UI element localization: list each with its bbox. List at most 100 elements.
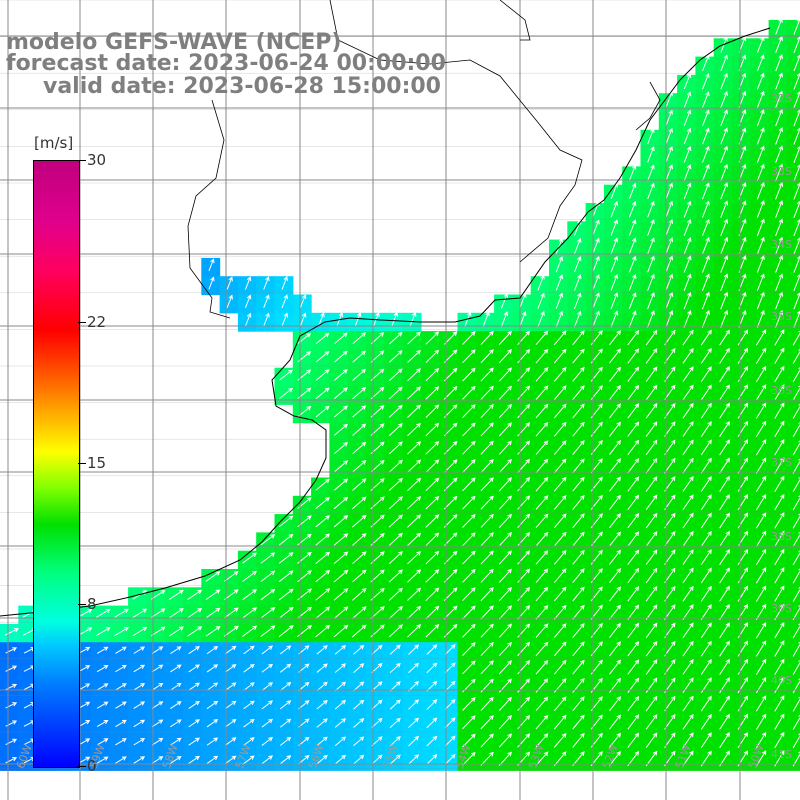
wind-arrow [498, 422, 512, 437]
wind-arrow [408, 699, 420, 710]
border-line [187, 0, 661, 319]
wind-arrow [480, 751, 494, 766]
wind-arrow [462, 587, 476, 602]
wind-arrow [682, 384, 694, 401]
wind-arrow [645, 457, 658, 474]
colorbar-unit: [m/s] [34, 134, 74, 152]
wind-arrow [720, 145, 728, 163]
wind-arrow [498, 641, 512, 657]
wind-arrow [425, 477, 440, 492]
wind-arrow [5, 683, 18, 691]
wind-arrow [535, 403, 549, 419]
wind-arrow [388, 368, 403, 382]
wind-arrow [444, 735, 456, 747]
wind-arrow [609, 439, 621, 456]
wind-arrow [263, 276, 270, 290]
wind-arrow [645, 421, 658, 437]
wind-arrow [96, 738, 109, 746]
wind-arrow [627, 732, 640, 748]
wind-arrow [572, 476, 585, 492]
wind-arrow [627, 403, 640, 419]
wind-arrow [719, 512, 730, 529]
wind-arrow [225, 645, 237, 655]
wind-arrow [755, 347, 767, 364]
wind-arrow [407, 569, 422, 583]
wind-arrow [168, 608, 184, 619]
wind-arrow [702, 182, 710, 200]
wind-arrow [133, 719, 146, 728]
wind-arrow [665, 182, 674, 200]
wind-arrow [682, 567, 694, 584]
wind-arrow [462, 715, 476, 730]
wind-arrow [700, 732, 712, 749]
wind-arrow [774, 438, 785, 456]
wind-arrow [756, 200, 765, 218]
wind-arrow [592, 237, 600, 255]
wind-arrow [498, 623, 512, 638]
wind-arrow [389, 681, 401, 692]
wind-arrow [682, 585, 694, 602]
wind-arrow [683, 200, 692, 218]
wind-arrow [260, 552, 276, 564]
wind-speed-cell [786, 642, 800, 662]
wind-arrow [553, 568, 567, 583]
wind-arrow [628, 164, 637, 181]
wind-arrow [719, 640, 730, 657]
wind-arrow [279, 755, 292, 765]
wind-arrow [645, 732, 658, 748]
wind-arrow [187, 589, 203, 600]
wind-arrow [553, 476, 567, 492]
wind-arrow [208, 258, 215, 272]
wind-arrow [647, 146, 655, 163]
wind-arrow [480, 404, 494, 419]
wind-arrow [682, 713, 694, 730]
wind-arrow [627, 549, 640, 565]
wind-arrow [407, 605, 422, 620]
wind-arrow [774, 384, 785, 401]
wind-arrow [610, 273, 619, 291]
wind-arrow [719, 366, 730, 383]
wind-arrow [115, 664, 127, 673]
wind-arrow [206, 664, 219, 673]
wind-arrow [96, 665, 109, 673]
wind-arrow [592, 292, 600, 310]
wind-arrow [793, 237, 800, 255]
wind-arrow [208, 276, 215, 290]
wind-arrow [407, 514, 422, 528]
wind-speed-cell [786, 605, 800, 625]
wind-arrow [793, 273, 800, 292]
wind-arrow [609, 586, 621, 602]
wind-arrow [627, 494, 640, 510]
wind-arrow [683, 309, 692, 328]
wind-arrow [793, 310, 800, 328]
wind-arrow [682, 421, 694, 437]
wind-arrow [407, 368, 421, 382]
wind-arrow [702, 164, 710, 182]
wind-speed-cell [786, 203, 800, 222]
wind-arrow [755, 695, 767, 712]
wind-arrow [333, 387, 348, 400]
wind-arrow [315, 369, 330, 381]
wind-arrow [700, 366, 712, 383]
wind-arrow [592, 219, 600, 236]
wind-arrow [334, 681, 347, 692]
wind-arrow [115, 683, 127, 691]
wind-arrow [553, 604, 567, 620]
wind-speed-cell [786, 93, 800, 113]
wind-speed-cell [786, 660, 800, 680]
wind-arrow [281, 312, 288, 327]
wind-arrow [628, 255, 637, 273]
latitude-label: 38S [771, 530, 792, 543]
wind-arrow [316, 645, 328, 655]
wind-arrow [133, 701, 146, 709]
wind-arrow [133, 683, 146, 691]
wind-arrow [278, 625, 294, 638]
wind-arrow [78, 756, 91, 764]
wind-arrow [756, 273, 765, 292]
wind-arrow [480, 568, 494, 583]
wind-arrow [352, 533, 367, 546]
wind-arrow [627, 622, 640, 639]
wind-arrow [682, 476, 694, 492]
wind-arrow [609, 458, 621, 474]
wind-arrow [775, 90, 783, 108]
